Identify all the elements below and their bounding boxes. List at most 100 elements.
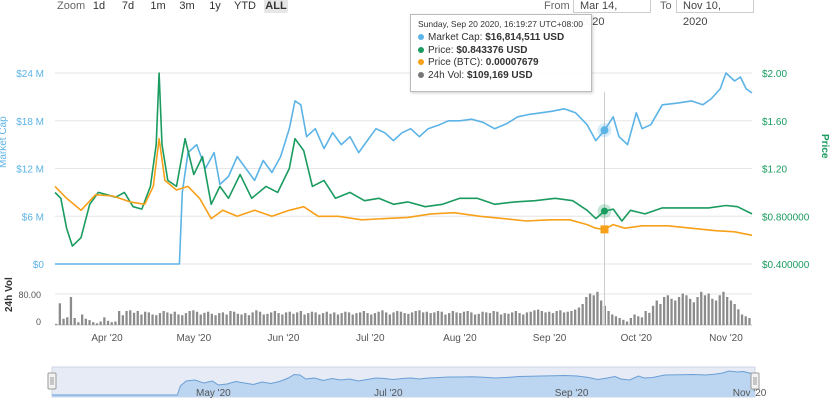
volume-bar: [726, 297, 729, 325]
x-tick-label: Jul '20: [356, 333, 385, 344]
volume-bar: [173, 311, 176, 325]
handle-body: [750, 372, 760, 390]
volume-bar: [310, 311, 314, 325]
from-label: From: [544, 0, 570, 12]
volume-bar: [262, 314, 265, 325]
navigator-right-handle[interactable]: [750, 372, 760, 390]
volume-bar: [166, 312, 169, 325]
volume-bar: [325, 311, 328, 325]
market-cap-line: [55, 72, 753, 265]
volume-bar: [562, 312, 566, 325]
volume-axis-title: 24h Vol: [4, 277, 15, 312]
volume-bar: [95, 323, 99, 326]
zoom-all-button[interactable]: ALL: [264, 0, 288, 13]
volume-bar: [359, 312, 362, 325]
tooltip-value: $109,169 USD: [466, 69, 533, 81]
zoom-1d-button[interactable]: 1d: [92, 0, 106, 12]
volume-bar: [707, 293, 710, 325]
navigator-left-handle[interactable]: [47, 372, 57, 390]
volume-bar: [596, 291, 599, 326]
left-tick-label: $6 M: [22, 212, 44, 223]
volume-bar: [329, 313, 332, 325]
volume-bar: [729, 300, 733, 325]
x-axis-ticks: Apr '20 May '20 Jun '20 Jul '20 Aug '20 Sep '…: [91, 333, 743, 344]
volume-bar: [277, 313, 280, 325]
volume-bar: [370, 314, 373, 325]
zoom-3m-button[interactable]: 3m: [179, 0, 195, 12]
price-dot: [418, 46, 424, 53]
navigator-tick-label: Sep '20: [555, 388, 589, 399]
volume-bar: [618, 318, 621, 325]
volume-bar: [481, 311, 484, 325]
volume-bar: [473, 314, 477, 325]
volume-bar: [221, 312, 225, 325]
volume-bar: [195, 311, 199, 325]
volume-bar: [88, 320, 91, 325]
volume-bar: [525, 312, 529, 325]
volume-bar: [651, 305, 655, 326]
volume-bar: [318, 314, 321, 325]
zoom-1m-button[interactable]: 1m: [150, 0, 166, 12]
volume-bar: [247, 315, 251, 325]
volume-bar: [740, 314, 744, 325]
volume-bar: [410, 312, 414, 325]
volume-bar: [629, 318, 632, 325]
zoom-ytd-button[interactable]: YTD: [234, 0, 256, 12]
volume-bar: [711, 298, 714, 326]
volume-bar: [314, 312, 317, 325]
volume-bar: [555, 311, 558, 325]
volume-bar: [284, 312, 288, 325]
volume-bar: [69, 297, 73, 325]
right-axis-title: Price: [819, 134, 830, 159]
crosshair: [597, 92, 612, 325]
navigator-area: [52, 371, 755, 397]
navigator[interactable]: May '20 Jul '20 Sep '20 Nov '20: [47, 366, 767, 399]
to-date-input[interactable]: Nov 10, 2020: [676, 0, 754, 28]
navigator-tick-label: May '20: [196, 388, 231, 399]
volume-bar: [485, 312, 488, 325]
x-tick-label: Jun '20: [268, 333, 300, 344]
volume-bar: [625, 321, 629, 325]
x-tick-label: Apr '20: [91, 333, 123, 344]
volume-bar: [73, 318, 76, 325]
volume-bar: [136, 311, 139, 325]
volume-bar: [677, 297, 681, 325]
volume-bar: [503, 313, 506, 325]
volume-bar: [733, 304, 736, 325]
volume-bar: [696, 297, 699, 325]
volume-bar: [155, 315, 158, 325]
volume-bar: [522, 314, 525, 325]
volume-bar: [674, 300, 677, 325]
volume-bar: [240, 314, 243, 325]
volume-bar: [377, 311, 380, 325]
volume-dot: [418, 71, 424, 78]
volume-bar: [548, 311, 551, 325]
volume-bar: [214, 315, 217, 325]
volume-bar: [440, 311, 443, 325]
volume-bar: [62, 318, 65, 325]
volume-bar: [577, 307, 581, 325]
right-tick-label: $1.60: [762, 117, 787, 128]
right-axis-ticks: $2.00 $1.60 $1.20 $0.800000 $0.400000: [762, 69, 810, 271]
volume-bar: [207, 311, 210, 325]
volume-bar: [203, 312, 206, 326]
volume-bar: [129, 310, 132, 325]
price-btc-dot: [418, 59, 424, 66]
volume-bar: [537, 309, 540, 325]
zoom-1y-button[interactable]: 1y: [209, 0, 221, 12]
zoom-7d-button[interactable]: 7d: [121, 0, 135, 12]
tooltip-row-market-cap: Market Cap: $16,814,511 USD: [418, 32, 584, 45]
volume-axis-ticks: 80.00 0: [18, 290, 41, 327]
volume-bar: [499, 314, 503, 325]
volume-bar: [448, 313, 451, 325]
volume-bar: [689, 298, 692, 326]
volume-bar: [273, 311, 276, 325]
right-tick-label: $0.400000: [762, 260, 810, 271]
volume-bar: [66, 317, 69, 325]
volume-bar: [99, 321, 102, 325]
left-tick-label: $0: [33, 260, 45, 271]
volume-bar: [81, 314, 84, 325]
volume-bar: [407, 313, 410, 325]
volume-bar: [451, 311, 454, 325]
volume-bar: [121, 315, 124, 325]
